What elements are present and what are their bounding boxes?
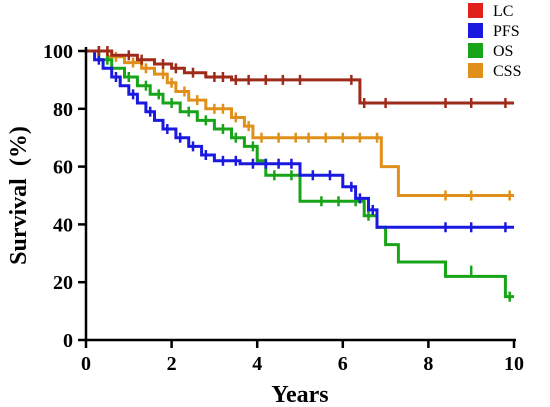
series-lines	[86, 46, 514, 302]
y-axis-label: Survival (%)	[6, 126, 32, 265]
y-tick-label: 0	[63, 330, 73, 352]
x-tick-label: 2	[167, 353, 177, 375]
series-line-os	[86, 49, 514, 299]
y-tick-label: 20	[53, 272, 73, 294]
legend: LC PFS OS CSS	[468, 3, 521, 80]
axes: 0 2 4 6 8 10 0 20 40 60 80 100	[43, 41, 524, 375]
legend-label-os: OS	[493, 43, 513, 60]
y-ticks: 0 20 40 60 80 100	[43, 41, 86, 352]
legend-swatch-os	[468, 43, 483, 58]
x-tick-label: 10	[504, 353, 524, 375]
legend-label-pfs: PFS	[493, 23, 520, 40]
y-tick-label: 60	[53, 157, 73, 179]
y-tick-label: 100	[43, 41, 73, 63]
legend-swatch-css	[468, 63, 483, 78]
y-tick-label: 40	[53, 214, 73, 236]
legend-label-lc: LC	[493, 3, 513, 20]
series-line-lc	[86, 49, 514, 105]
x-ticks: 0 2 4 6 8 10	[81, 340, 524, 375]
x-tick-label: 0	[81, 353, 91, 375]
legend-swatch-pfs	[468, 23, 483, 38]
y-tick-label: 80	[53, 99, 73, 121]
x-axis-label: Years	[271, 382, 328, 407]
x-tick-label: 6	[338, 353, 348, 375]
x-tick-label: 4	[252, 353, 262, 375]
legend-swatch-lc	[468, 3, 483, 18]
legend-label-css: CSS	[493, 63, 521, 80]
x-tick-label: 8	[423, 353, 433, 375]
